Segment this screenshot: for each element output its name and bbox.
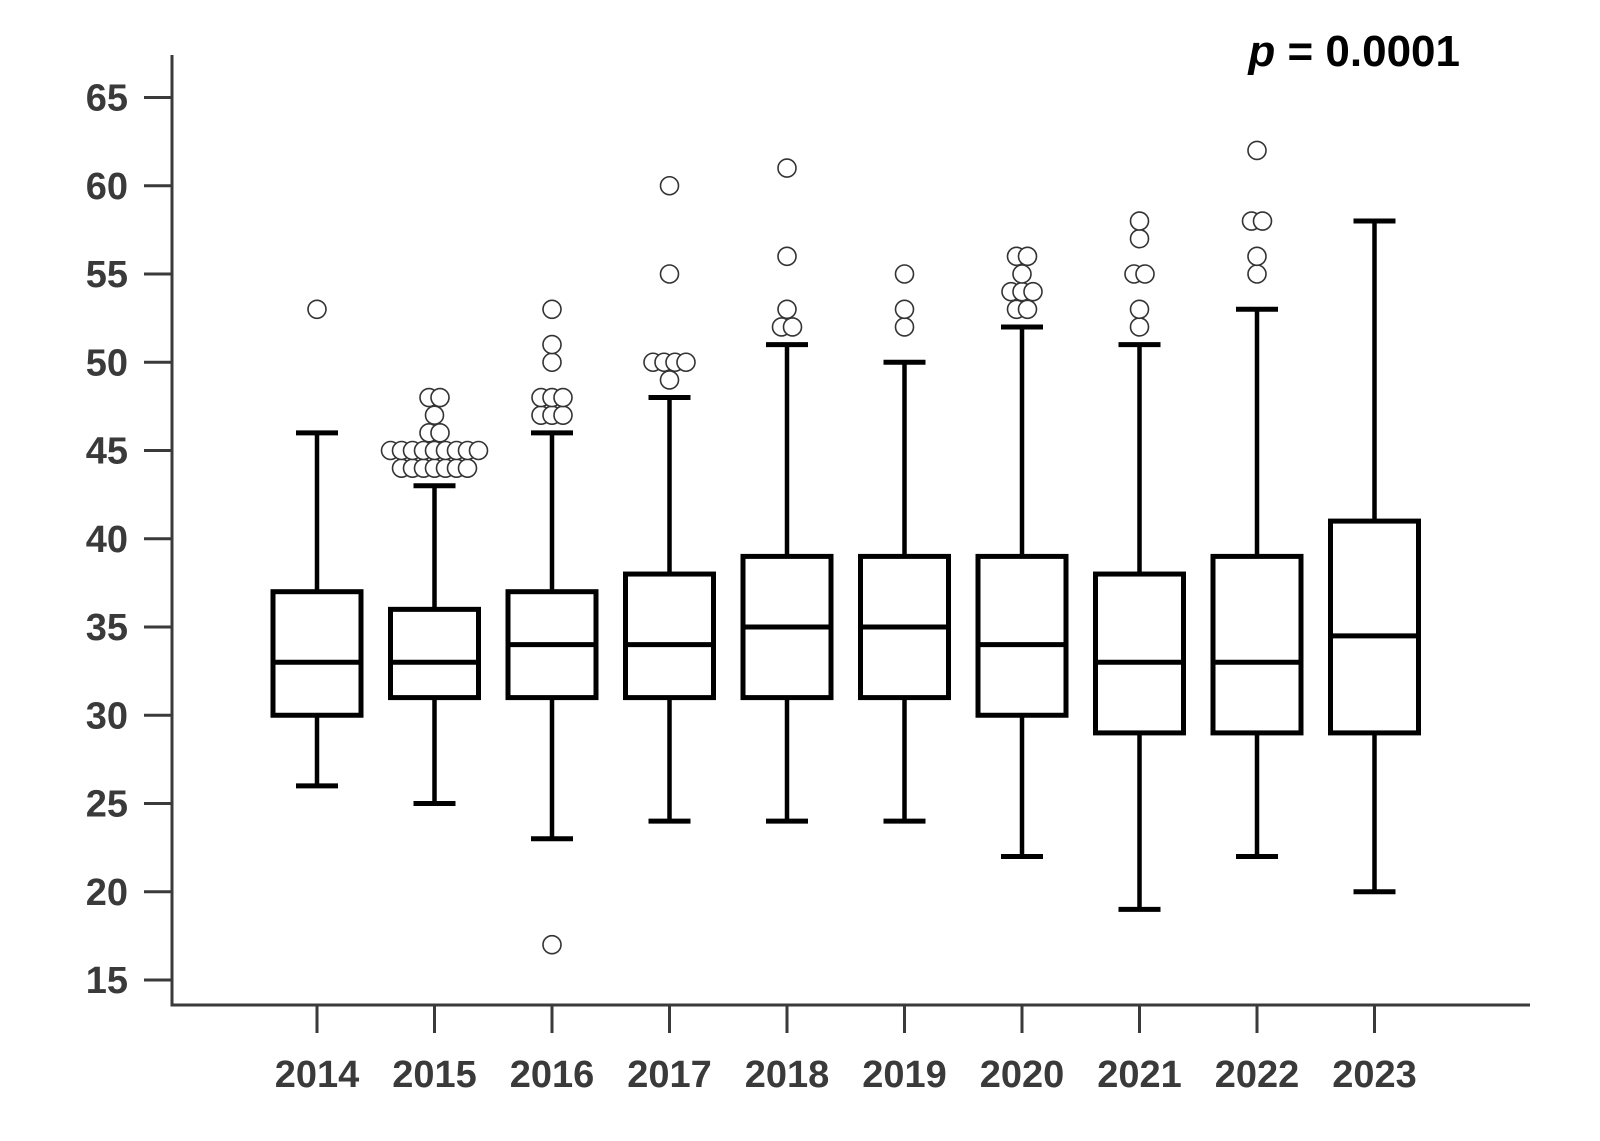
outlier-point: [777, 246, 797, 267]
y-tick-label: 25: [86, 784, 128, 826]
outlier-point: [1252, 211, 1273, 231]
y-tick-label: 40: [86, 519, 128, 561]
p-value-symbol: p: [1247, 27, 1275, 76]
x-tick-label: 2015: [392, 1054, 477, 1096]
outlier-point: [1129, 317, 1150, 337]
outlier-point: [424, 405, 445, 426]
outlier-point: [457, 458, 478, 478]
outlier-point: [659, 264, 680, 284]
outlier-point: [1129, 211, 1150, 231]
p-value-text: = 0.0001: [1275, 27, 1460, 76]
box-group-2021: [1093, 211, 1186, 912]
x-tick-label: 2014: [275, 1054, 360, 1096]
x-tick-label: 2019: [862, 1054, 947, 1096]
outlier-point: [1247, 140, 1267, 161]
outlier-point: [553, 405, 573, 426]
x-tick-label: 2017: [627, 1054, 712, 1096]
box-group-2023: [1328, 218, 1421, 895]
outlier-point: [1023, 281, 1043, 302]
y-tick-label: 15: [86, 960, 128, 1002]
box: [975, 553, 1069, 718]
outlier-point: [1017, 299, 1038, 320]
box-group-2018: [740, 158, 834, 824]
x-tick-label: 2022: [1215, 1054, 1300, 1096]
outlier-point: [542, 934, 562, 955]
outlier-point: [1247, 264, 1267, 284]
outlier-point: [542, 352, 562, 373]
y-tick-label: 65: [86, 78, 128, 120]
box: [1093, 571, 1186, 736]
y-tick-label: 50: [86, 342, 128, 384]
outlier-point: [659, 175, 680, 196]
outlier-point: [542, 334, 562, 355]
outlier-point: [1129, 228, 1150, 249]
outlier-point: [1247, 246, 1267, 267]
outlier-point: [894, 299, 915, 320]
p-value-annotation: p = 0.0001: [1247, 27, 1460, 76]
outlier-point: [553, 387, 573, 408]
y-tick-label: 20: [86, 872, 128, 914]
y-tick-label: 60: [86, 166, 128, 208]
box: [623, 571, 716, 701]
box-group-2022: [1210, 140, 1304, 859]
box-group-2017: [623, 175, 716, 824]
box-group-2019: [858, 264, 951, 824]
x-tick-label: 2018: [745, 1054, 830, 1096]
outlier-point: [430, 387, 450, 408]
axes: 15 20 25 30 35 40 45 50 55 60 65 2014 2015 2016 2017 20…: [86, 55, 1530, 1096]
box-group-2015: [380, 387, 489, 806]
box-group-2020: [975, 246, 1069, 859]
y-tick-label: 35: [86, 607, 128, 649]
boxes: [270, 140, 1421, 955]
box: [270, 589, 364, 718]
x-tick-label: 2023: [1332, 1054, 1417, 1096]
x-tick-label: 2016: [510, 1054, 595, 1096]
outlier-point: [676, 352, 696, 373]
box: [1328, 518, 1421, 736]
outlier-point: [542, 299, 562, 320]
y-tick-label: 45: [86, 431, 128, 473]
outlier-point: [1017, 246, 1038, 267]
x-tick-label: 2020: [980, 1054, 1065, 1096]
outlier-point: [1012, 264, 1032, 284]
y-tick-label: 55: [86, 254, 128, 296]
box: [388, 606, 481, 701]
outlier-point: [777, 158, 797, 178]
outlier-point: [894, 264, 915, 284]
y-tick-label: 30: [86, 695, 128, 737]
outlier-point: [430, 423, 450, 443]
outlier-point: [1129, 299, 1150, 320]
outlier-point: [468, 440, 489, 461]
x-tick-label: 2021: [1097, 1054, 1182, 1096]
outlier-point: [777, 299, 797, 320]
outlier-point: [894, 317, 915, 337]
outlier-point: [659, 370, 680, 390]
box-group-2016: [505, 299, 599, 955]
outlier-point: [1135, 264, 1155, 284]
box-group-2014: [270, 299, 364, 789]
box: [1210, 553, 1304, 736]
outlier-point: [782, 317, 803, 337]
outlier-point: [307, 299, 327, 320]
